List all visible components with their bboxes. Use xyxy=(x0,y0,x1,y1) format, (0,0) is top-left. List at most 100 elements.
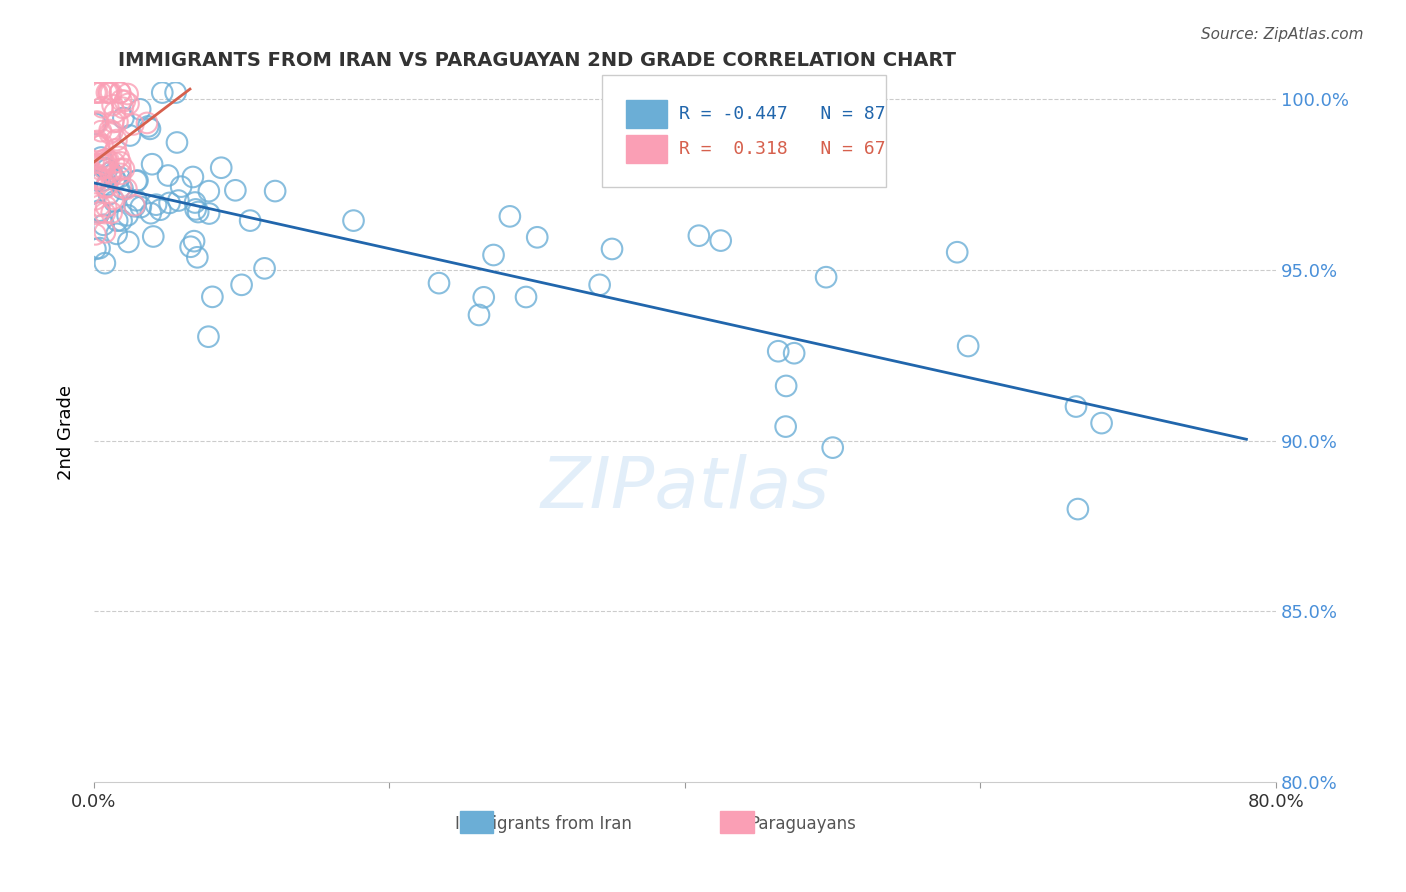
Point xyxy=(110,93,132,107)
Point xyxy=(150,86,173,100)
Point xyxy=(180,240,202,254)
Point xyxy=(100,165,122,179)
Point xyxy=(515,290,537,304)
Point xyxy=(110,162,132,177)
Point xyxy=(472,290,495,304)
Text: Immigrants from Iran: Immigrants from Iran xyxy=(454,815,631,833)
Point xyxy=(104,172,127,186)
Point xyxy=(98,86,121,100)
Point xyxy=(198,206,221,220)
Point xyxy=(91,173,114,187)
Point xyxy=(101,98,124,112)
Point xyxy=(115,182,138,196)
Point xyxy=(149,202,172,217)
Point xyxy=(117,208,139,222)
Point xyxy=(117,96,139,111)
Point xyxy=(103,115,125,129)
Point xyxy=(139,206,162,220)
Point xyxy=(239,213,262,227)
Point xyxy=(136,120,159,134)
Point xyxy=(94,256,117,270)
Point xyxy=(125,194,148,208)
Point xyxy=(105,227,128,241)
Point xyxy=(129,103,152,117)
Point xyxy=(231,277,253,292)
Point xyxy=(783,346,806,360)
Point xyxy=(101,192,124,206)
Point xyxy=(815,270,838,285)
Point xyxy=(97,86,120,100)
Point xyxy=(100,206,122,220)
Point xyxy=(107,150,129,164)
Point xyxy=(167,194,190,208)
Point xyxy=(105,213,128,227)
Point xyxy=(104,105,127,120)
Point xyxy=(84,117,107,131)
Bar xyxy=(720,811,754,833)
Point xyxy=(110,179,132,194)
Point xyxy=(98,127,121,141)
Point xyxy=(94,180,117,194)
Point xyxy=(98,165,121,179)
Point xyxy=(90,124,112,138)
Point xyxy=(468,308,491,322)
Point xyxy=(96,179,118,194)
Point xyxy=(108,170,131,185)
Point xyxy=(89,241,111,255)
Point xyxy=(145,197,167,211)
Point xyxy=(197,329,219,343)
Point xyxy=(89,169,111,184)
Point xyxy=(775,379,797,393)
Point xyxy=(142,229,165,244)
Point xyxy=(89,203,111,218)
Point xyxy=(117,87,139,101)
Point xyxy=(86,86,108,100)
Point xyxy=(104,142,127,156)
Point xyxy=(946,245,969,260)
Point xyxy=(90,151,112,165)
Point xyxy=(108,86,131,100)
Point xyxy=(90,86,112,100)
Point xyxy=(89,171,111,186)
Point xyxy=(688,228,710,243)
Point xyxy=(94,157,117,171)
Point xyxy=(209,161,232,175)
Point xyxy=(93,161,115,175)
Text: Source: ZipAtlas.com: Source: ZipAtlas.com xyxy=(1201,27,1364,42)
Point xyxy=(157,169,180,183)
Point xyxy=(1067,502,1090,516)
Point xyxy=(94,206,117,220)
Point xyxy=(184,195,207,210)
Point xyxy=(186,250,208,264)
Point xyxy=(96,162,118,177)
Point xyxy=(111,182,134,196)
Point xyxy=(110,213,132,227)
Text: Paraguayans: Paraguayans xyxy=(749,815,856,833)
Point xyxy=(117,235,139,249)
Text: ZIPatlas: ZIPatlas xyxy=(540,454,830,523)
Point xyxy=(89,205,111,219)
Point xyxy=(264,184,287,198)
Point xyxy=(499,210,522,224)
Point xyxy=(427,276,450,290)
Point xyxy=(125,174,148,188)
Point xyxy=(91,153,114,168)
Point xyxy=(166,136,188,150)
Point xyxy=(710,234,733,248)
Point xyxy=(183,234,205,248)
Point xyxy=(187,205,209,219)
Point xyxy=(124,198,146,212)
Point xyxy=(129,200,152,214)
Point xyxy=(112,161,135,176)
Point xyxy=(181,169,204,184)
Point xyxy=(775,419,797,434)
Point xyxy=(201,290,224,304)
Point xyxy=(110,155,132,169)
Point xyxy=(84,227,107,242)
Point xyxy=(98,187,121,202)
Point xyxy=(1064,400,1087,414)
Point xyxy=(84,242,107,256)
Point xyxy=(104,172,127,186)
Point xyxy=(87,116,110,130)
Point xyxy=(91,137,114,152)
